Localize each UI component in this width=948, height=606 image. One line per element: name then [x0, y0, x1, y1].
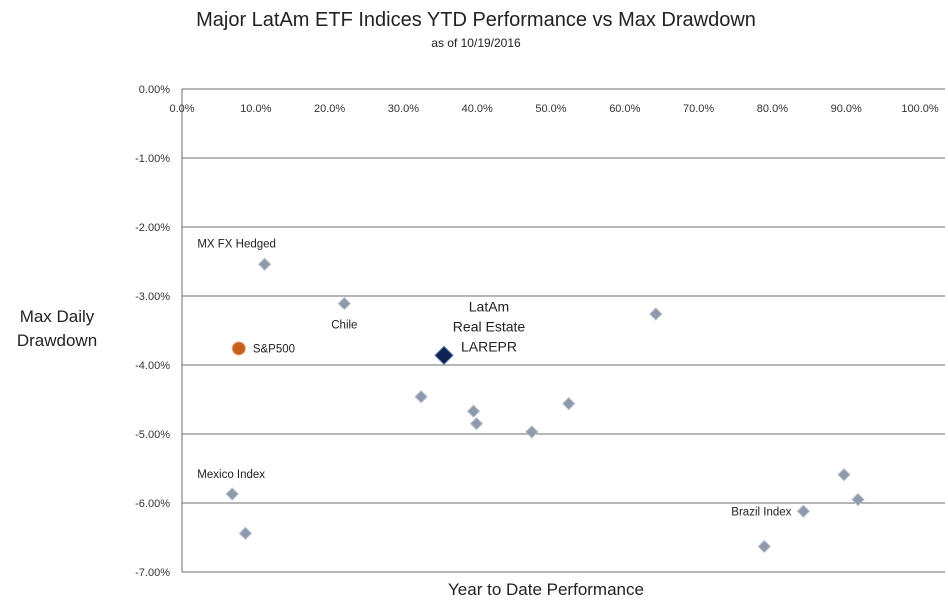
point-annotations: MX FX Hedged Chile S&P500 Mexico Index Brazi…	[197, 238, 791, 518]
x-tick-label: 80.0%	[757, 103, 788, 115]
data-point-etf	[414, 390, 428, 404]
y-tick-label: -5.00%	[135, 429, 170, 441]
y-tick-label: -3.00%	[135, 291, 170, 303]
x-tick-label: 60.0%	[609, 103, 640, 115]
chart-subtitle: as of 10/19/2016	[431, 36, 521, 50]
y-tick-label: 0.00%	[139, 84, 170, 96]
x-tick-label: 30.0%	[388, 103, 419, 115]
annotation-label: LAREPR	[461, 338, 517, 354]
x-tick-label: 70.0%	[683, 103, 714, 115]
y-tick-label: -2.00%	[135, 222, 170, 234]
x-tick-label: 100.0%	[901, 103, 939, 115]
data-point-etf	[469, 416, 484, 431]
data-point-etf	[649, 307, 663, 321]
annotation-label: S&P500	[253, 343, 295, 355]
data-point-etf	[337, 296, 352, 311]
x-tick-label: 20.0%	[314, 103, 345, 115]
data-point-highlight	[434, 345, 454, 366]
x-tick-label: 40.0%	[462, 103, 493, 115]
y-axis-label-line-2: Drawdown	[17, 331, 97, 350]
x-tick-label: 0.0%	[169, 103, 194, 115]
data-point-etf	[225, 487, 239, 501]
data-points	[225, 257, 865, 554]
data-point-etf	[525, 425, 539, 439]
data-point-etf	[837, 468, 851, 482]
data-point-etf	[851, 492, 865, 507]
chart-title: Major LatAm ETF Indices YTD Performance …	[196, 9, 756, 31]
annotation-label: Real Estate	[453, 318, 526, 334]
data-point-etf	[757, 539, 771, 554]
y-axis-tick-labels: 0.00% -1.00% -2.00% -3.00% -4.00% -5.00% -6.00…	[135, 84, 170, 579]
y-tick-label: -6.00%	[135, 498, 170, 510]
data-point-etf	[796, 504, 811, 518]
annotation-label: LatAm	[469, 298, 509, 314]
data-point-etf	[466, 404, 481, 418]
y-tick-label: -7.00%	[135, 567, 170, 579]
x-axis-tick-labels: 0.0% 10.0% 20.0% 30.0% 40.0% 50.0% 60.0% 70.0% 8…	[169, 103, 938, 115]
x-axis-label: Year to Date Performance	[448, 580, 644, 599]
data-point-etf	[562, 396, 576, 411]
x-tick-label: 90.0%	[831, 103, 862, 115]
annotation-label: Chile	[331, 320, 357, 332]
gridlines	[181, 88, 945, 573]
data-point-benchmark	[231, 341, 246, 356]
annotation-label: MX FX Hedged	[197, 238, 276, 250]
annotation-label: Brazil Index	[731, 506, 791, 518]
x-tick-label: 50.0%	[535, 103, 566, 115]
data-point-etf	[257, 257, 272, 271]
y-tick-label: -4.00%	[135, 360, 170, 372]
y-tick-label: -1.00%	[135, 153, 170, 165]
data-point-etf	[238, 526, 253, 541]
x-tick-label: 10.0%	[240, 103, 271, 115]
y-axis-label-line-1: Max Daily	[20, 307, 95, 326]
annotation-label: Mexico Index	[197, 469, 265, 481]
